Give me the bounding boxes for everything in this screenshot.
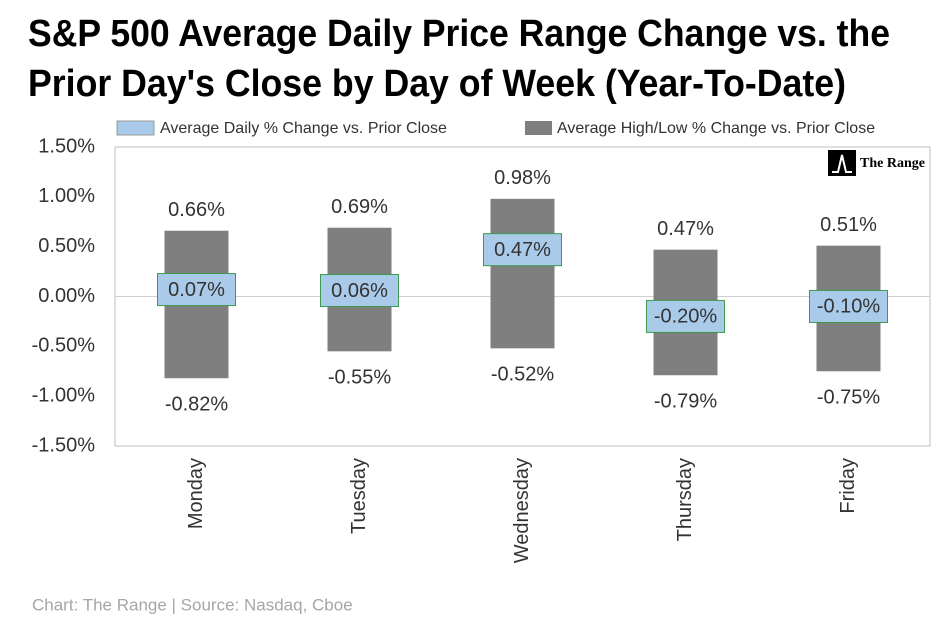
y-tick-label: -0.50% [32, 335, 96, 357]
high-label: 0.98% [494, 167, 551, 189]
y-tick-label: -1.50% [32, 434, 96, 456]
x-tick-label: Thursday [674, 458, 696, 541]
avg-label: -0.10% [817, 296, 881, 318]
y-tick-label: 0.00% [38, 285, 95, 307]
avg-marker [809, 289, 888, 323]
high-label: 0.69% [331, 196, 388, 218]
high-label: 0.66% [168, 199, 225, 221]
low-label: -0.55% [328, 367, 392, 389]
avg-marker [483, 233, 562, 267]
legend-label: Average High/Low % Change vs. Prior Clos… [557, 120, 875, 137]
y-tick-label: 1.50% [38, 135, 95, 157]
y-tick-label: 0.50% [38, 235, 95, 257]
avg-label: -0.20% [654, 306, 718, 328]
avg-label: 0.47% [494, 239, 551, 261]
logo-text: The Range [860, 156, 925, 171]
source: Chart: The Range | Source: Nasdaq, Cboe [32, 595, 353, 614]
logo-icon [832, 154, 852, 173]
avg-label: 0.07% [168, 279, 225, 301]
x-tick-label: Friday [837, 458, 859, 514]
x-tick-label: Monday [185, 458, 207, 529]
range-bar [490, 198, 555, 349]
low-label: -0.82% [165, 394, 229, 416]
chart-title: S&P 500 Average Daily Price Range Change… [28, 13, 890, 55]
chart-title: Prior Day's Close by Day of Week (Year-T… [28, 63, 846, 105]
x-tick-label: Tuesday [348, 458, 370, 534]
low-label: -0.52% [491, 364, 555, 386]
avg-label: 0.06% [331, 280, 388, 302]
x-tick-label: Wednesday [511, 458, 533, 563]
y-tick-label: 1.00% [38, 185, 95, 207]
legend-label: Average Daily % Change vs. Prior Close [160, 120, 447, 137]
avg-marker [646, 299, 725, 333]
avg-marker [157, 273, 236, 307]
avg-marker [320, 274, 399, 308]
y-tick-label: -1.00% [32, 384, 96, 406]
legend-swatch [116, 120, 155, 136]
high-label: 0.51% [820, 214, 877, 236]
high-label: 0.47% [657, 218, 714, 240]
legend-swatch [525, 121, 552, 135]
low-label: -0.75% [817, 387, 881, 409]
low-label: -0.79% [654, 391, 718, 413]
